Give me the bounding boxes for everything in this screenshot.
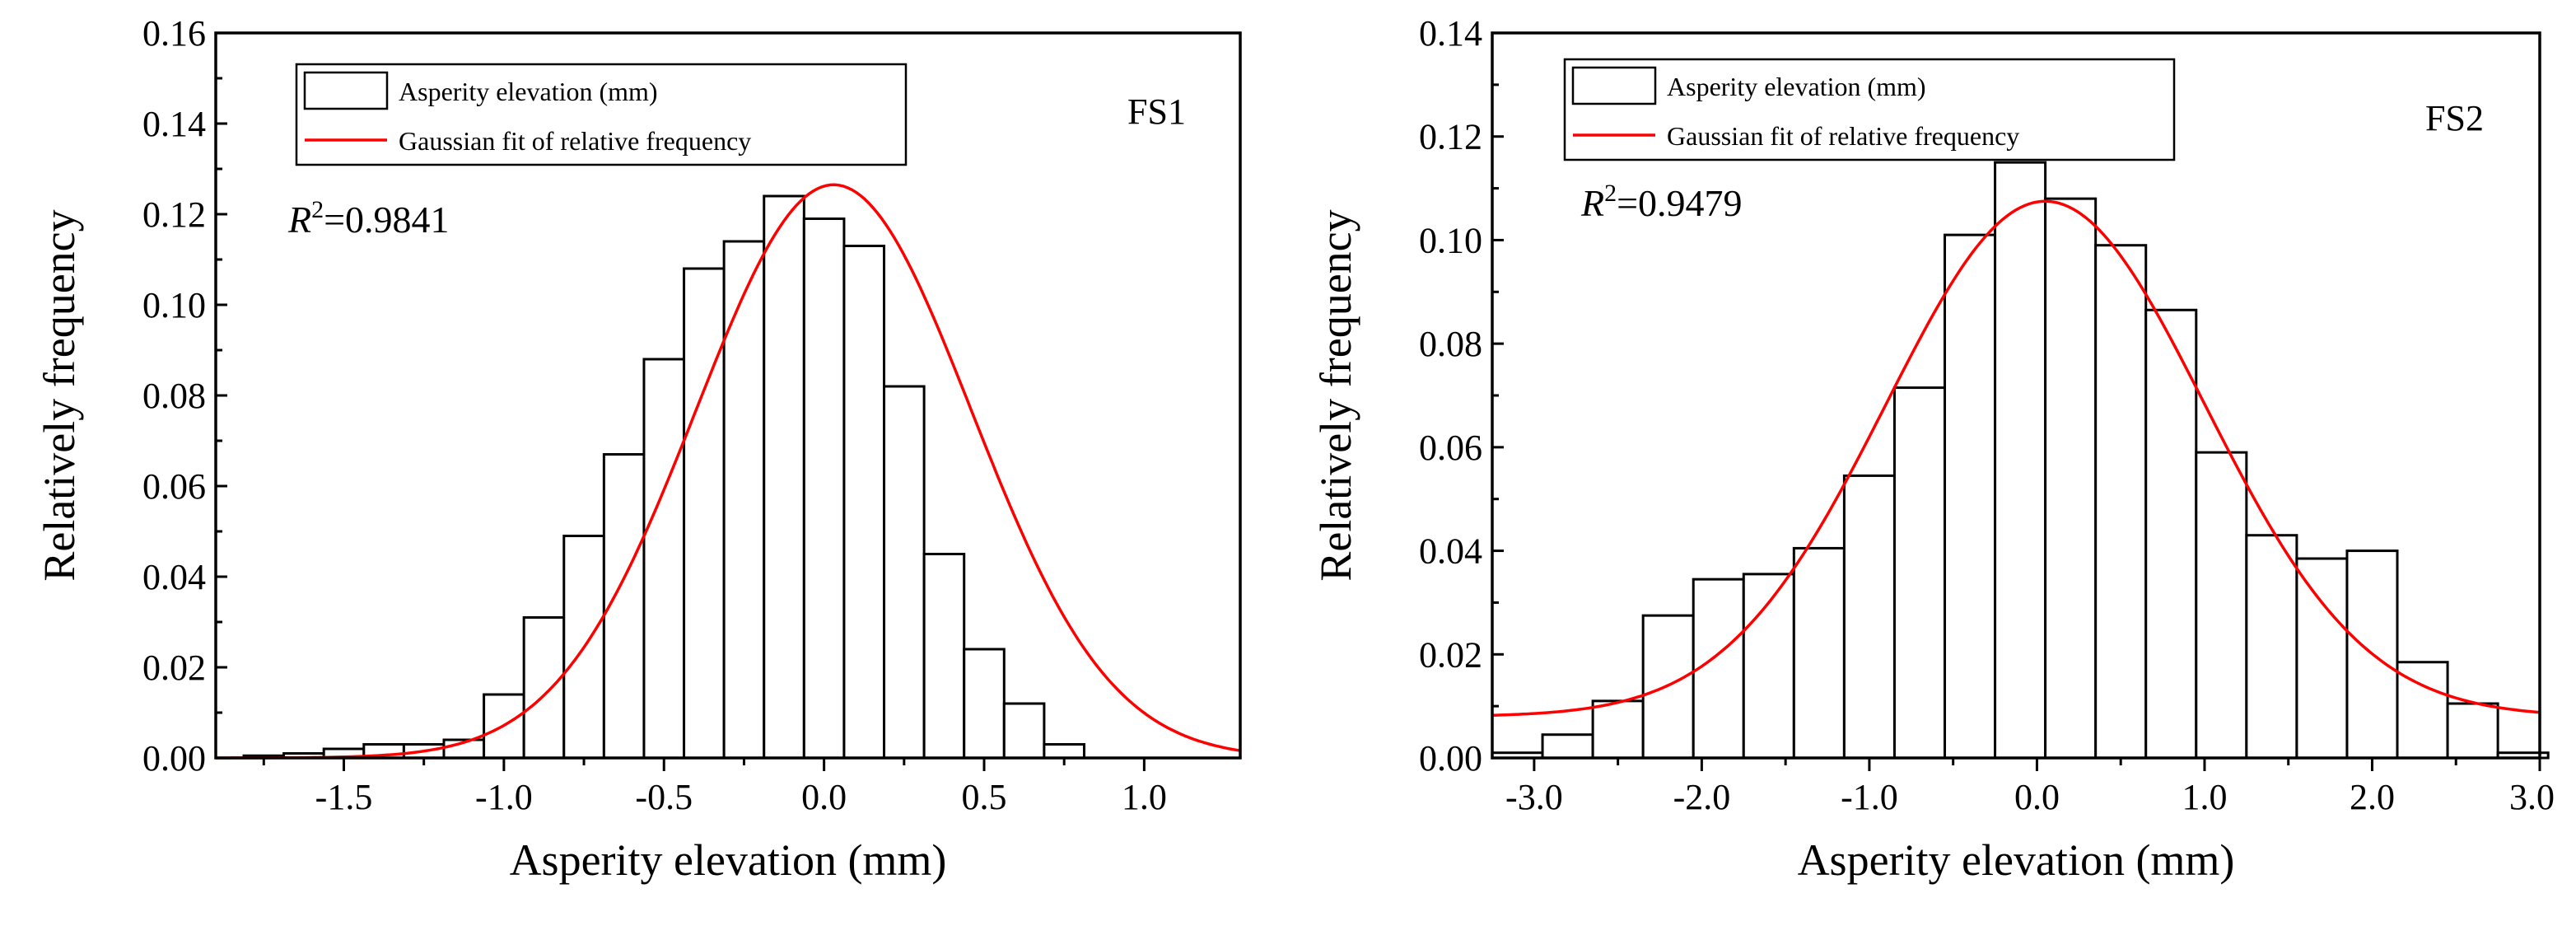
bar-series-fs1: [242, 194, 1085, 760]
bar-fs2-15: [2245, 534, 2298, 760]
bar-fs1-15: [842, 245, 886, 760]
legend-entry-fit-fs1: Gaussian fit of relative frequency: [399, 126, 751, 156]
bar-fs1-19: [1002, 702, 1046, 760]
y-tick-label-fs2-0: 0.00: [1419, 738, 1482, 779]
bar-fs1-14: [802, 217, 846, 760]
gaussian-fit-curve-fs2: [1491, 199, 2541, 717]
bar-fs1-17: [922, 553, 966, 760]
y-tick-label-fs2-2: 0.04: [1419, 531, 1482, 572]
x-axis-fs1: -1.5 -1.0 -0.5 0.0 0.5 1.0: [262, 758, 1167, 817]
y-tick-label-fs1-7: 0.14: [142, 104, 206, 144]
r-symbol-fs1: R: [287, 199, 311, 241]
x-axis-title-fs2: Asperity elevation (mm): [1798, 835, 2235, 885]
panel-label-fs1: FS1: [1127, 91, 1186, 132]
r-squared-fs2: R2=0.9479: [1580, 180, 1743, 224]
x-tick-label-fs1-2: -0.5: [635, 777, 693, 817]
r-value-fs2: =0.9479: [1617, 182, 1742, 224]
x-tick-label-fs2-4: 1.0: [2182, 777, 2227, 817]
y-axis-fs1: 0.00 0.02 0.04 0.06 0.08 0.10 0.12 0.14 0.16: [142, 13, 227, 779]
x-tick-label-fs1-0: -1.5: [315, 777, 373, 817]
bar-fs2-2: [1591, 699, 1645, 760]
r-squared-fs1: R2=0.9841: [287, 196, 450, 241]
bar-fs1-7: [522, 616, 566, 760]
bar-fs1-16: [883, 385, 926, 760]
bar-fs2-8: [1892, 386, 1947, 760]
y-tick-label-fs1-0: 0.00: [142, 738, 206, 779]
bar-fs2-7: [1842, 474, 1896, 760]
r-value-fs1: =0.9841: [324, 199, 449, 241]
legend-entry-fit-fs2: Gaussian fit of relative frequency: [1667, 121, 2019, 151]
bar-fs1-20: [1043, 743, 1085, 760]
bar-fs1-13: [763, 194, 805, 760]
bar-fs2-14: [2195, 451, 2248, 760]
legend-entry-bars-fs1: Asperity elevation (mm): [399, 77, 658, 106]
legend-fs2: Asperity elevation (mm) Gaussian fit of …: [1563, 58, 2176, 161]
y-tick-label-fs2-5: 0.10: [1419, 220, 1482, 260]
r-superscript-fs1: 2: [311, 196, 324, 223]
y-tick-label-fs1-5: 0.10: [142, 285, 206, 325]
y-tick-label-fs1-6: 0.12: [142, 194, 206, 235]
y-tick-label-fs2-1: 0.02: [1419, 634, 1482, 675]
bar-fs2-9: [1944, 233, 1997, 760]
x-tick-label-fs2-5: 2.0: [2350, 777, 2395, 817]
x-axis-title-fs1: Asperity elevation (mm): [510, 835, 947, 885]
x-tick-label-fs2-1: -2.0: [1673, 777, 1731, 817]
bar-fs2-1: [1541, 733, 1594, 760]
bar-fs2-11: [2044, 197, 2098, 760]
legend-fs1: Asperity elevation (mm) Gaussian fit of …: [295, 63, 908, 166]
x-tick-label-fs1-4: 0.5: [962, 777, 1007, 817]
bar-fs2-13: [2144, 308, 2198, 760]
y-tick-label-fs1-3: 0.06: [142, 466, 206, 507]
x-tick-label-fs1-3: 0.0: [801, 777, 847, 817]
bar-series-fs2: [1491, 161, 2550, 760]
y-tick-label-fs1-1: 0.02: [142, 648, 206, 688]
r-superscript-fs2: 2: [1604, 180, 1617, 207]
bar-fs1-12: [722, 240, 766, 760]
y-tick-label-fs2-6: 0.12: [1419, 117, 1482, 157]
chart-fs2: 0.000.020.040.060.080.100.120.14 -3.0 -2.…: [1311, 13, 2555, 885]
bar-fs2-19: [2446, 702, 2499, 760]
panel-label-fs2: FS2: [2425, 98, 2484, 138]
bar-fs2-6: [1792, 546, 1846, 760]
legend-entry-bars-fs2: Asperity elevation (mm): [1667, 72, 1926, 101]
x-tick-label-fs2-0: -3.0: [1505, 777, 1563, 817]
chart-fs1: 0.000.020.040.060.080.100.120.140.16 -1.…: [35, 13, 1242, 885]
x-tick-label-fs2-3: 0.0: [2014, 777, 2060, 817]
bar-fs1-10: [642, 358, 686, 760]
bar-fs2-16: [2295, 557, 2349, 760]
bar-fs2-4: [1692, 578, 1745, 760]
legend-bar-swatch-fs2: [1571, 66, 1657, 105]
legend-box-fs1: [295, 63, 908, 166]
y-tick-label-fs2-4: 0.08: [1419, 324, 1482, 364]
x-axis-fs2: -3.0 -2.0 -1.0 0.0 1.0 2.0 3.0: [1505, 758, 2555, 817]
x-tick-label-fs1-1: -1.0: [475, 777, 533, 817]
bar-fs2-12: [2094, 244, 2148, 760]
legend-box-fs2: [1563, 58, 2176, 161]
x-tick-label-fs2-6: 3.0: [2509, 777, 2555, 817]
bar-fs1-18: [963, 648, 1006, 760]
legend-bar-swatch-fs1: [303, 71, 389, 110]
x-tick-label-fs1-5: 1.0: [1122, 777, 1167, 817]
y-tick-label-fs2-3: 0.06: [1419, 428, 1482, 468]
y-axis-title-fs2: Relatively frequency: [1311, 209, 1360, 581]
y-tick-label-fs2-7: 0.14: [1419, 13, 1482, 54]
y-tick-label-fs1-4: 0.08: [142, 376, 206, 416]
y-tick-label-fs1-8: 0.16: [142, 13, 206, 54]
y-axis-title-fs1: Relatively frequency: [35, 209, 84, 581]
x-tick-label-fs2-2: -1.0: [1841, 777, 1898, 817]
y-axis-fs2: 0.00 0.02 0.04 0.06 0.08 0.10 0.12 0.14: [1419, 13, 1504, 779]
bar-fs1-11: [683, 267, 726, 760]
r-symbol-fs2: R: [1580, 182, 1604, 224]
y-tick-label-fs1-2: 0.04: [142, 557, 206, 597]
gaussian-fit-curve-fs1: [216, 183, 1241, 760]
bar-fs2-10: [1994, 161, 2047, 760]
